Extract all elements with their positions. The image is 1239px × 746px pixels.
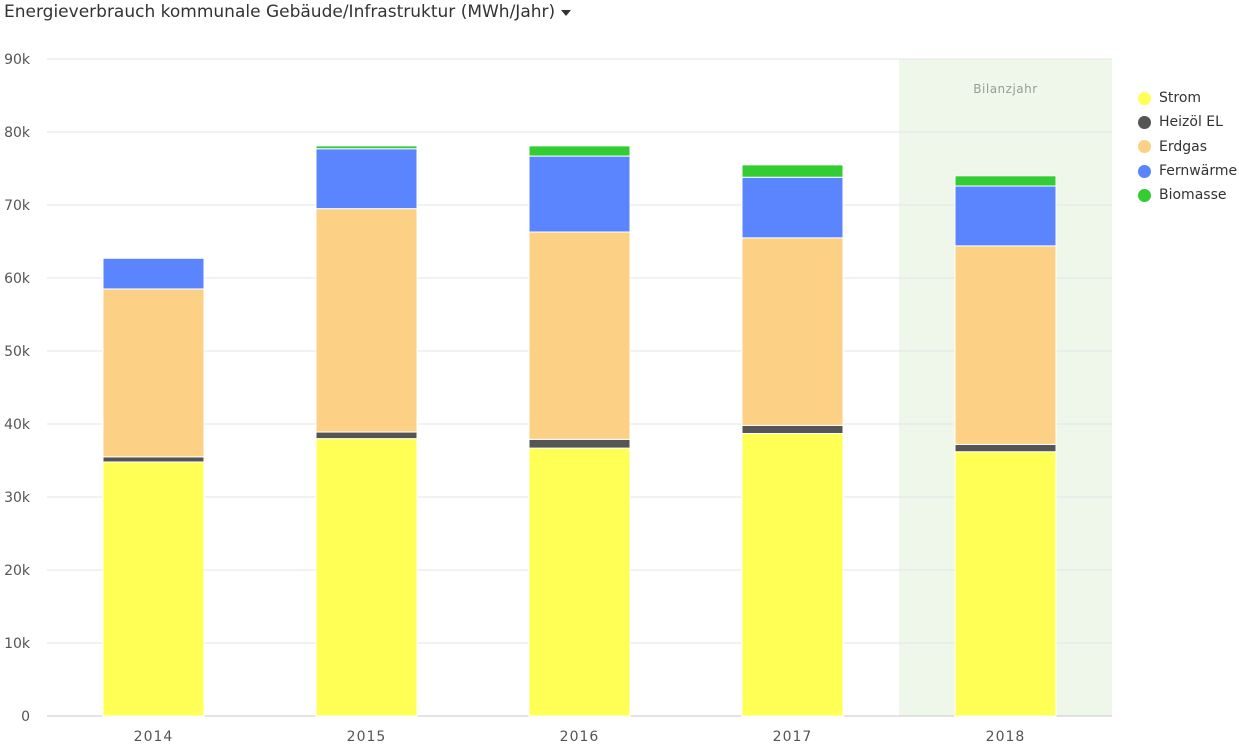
bar-segment [315, 145, 418, 150]
legend-label: Erdgas [1159, 138, 1208, 155]
bar-segment [315, 148, 418, 210]
legend-label: Biomasse [1159, 187, 1227, 204]
bar-segment [741, 176, 844, 239]
bar-segment [102, 461, 205, 717]
bar-segment [741, 164, 844, 178]
bar-segment [315, 438, 418, 717]
bar-segment [528, 145, 631, 157]
legend-item[interactable]: Erdgas [1138, 135, 1237, 159]
y-tick-label: 50k [4, 344, 31, 360]
chart-legend: Strom Heizöl EL Erdgas Fernwärme Biomasse [1138, 86, 1237, 207]
highlight-label: Bilanzjahr [973, 82, 1037, 96]
bar-segment [741, 424, 844, 434]
legend-item[interactable]: Fernwärme [1138, 159, 1237, 183]
y-tick-label: 60k [4, 271, 31, 287]
y-tick-label: 80k [4, 125, 31, 141]
bar-segment [528, 231, 631, 440]
y-tick-label: 90k [4, 52, 31, 68]
chart-title: Energieverbrauch kommunale Gebäude/Infra… [4, 2, 556, 22]
y-tick-label: 10k [4, 636, 31, 652]
bar-segment [954, 451, 1057, 717]
bar-segment [954, 175, 1057, 187]
legend-marker [1138, 115, 1151, 129]
x-tick-label: 2016 [560, 729, 600, 745]
legend-item[interactable]: Biomasse [1138, 183, 1237, 207]
bar-segment [315, 208, 418, 433]
legend-marker [1138, 164, 1151, 178]
y-tick-label: 40k [4, 417, 31, 433]
bar-segment [102, 456, 205, 463]
y-tick-label: 20k [4, 563, 31, 579]
y-tick-label: 70k [4, 198, 31, 214]
bar-segment [102, 288, 205, 458]
bar-segment [315, 431, 418, 440]
legend-marker [1138, 140, 1151, 154]
bar-segment [102, 257, 205, 290]
legend-label: Fernwärme [1159, 163, 1238, 180]
legend-item[interactable]: Heizöl EL [1138, 110, 1237, 134]
legend-marker [1138, 188, 1151, 202]
legend-label: Heizöl EL [1159, 114, 1223, 131]
x-tick-label: 2015 [347, 729, 387, 745]
bar-segment [528, 438, 631, 449]
bar-segment [954, 185, 1057, 247]
bar-segment [954, 443, 1057, 453]
caret-down-icon[interactable] [561, 10, 572, 16]
x-tick-label: 2018 [986, 729, 1026, 745]
legend-marker [1138, 91, 1151, 105]
x-tick-label: 2017 [773, 729, 813, 745]
chart-title-dropdown[interactable]: Energieverbrauch kommunale Gebäude/Infra… [4, 0, 572, 24]
bar-segment [528, 155, 631, 233]
y-tick-label: 30k [4, 490, 31, 506]
bar-segment [528, 447, 631, 717]
legend-item[interactable]: Strom [1138, 86, 1237, 110]
bar-segment [741, 237, 844, 426]
x-tick-label: 2014 [134, 729, 174, 745]
bar-segment [954, 245, 1057, 445]
legend-label: Strom [1159, 90, 1202, 107]
y-tick-label: 0 [21, 709, 30, 725]
bar-segment [741, 432, 844, 717]
